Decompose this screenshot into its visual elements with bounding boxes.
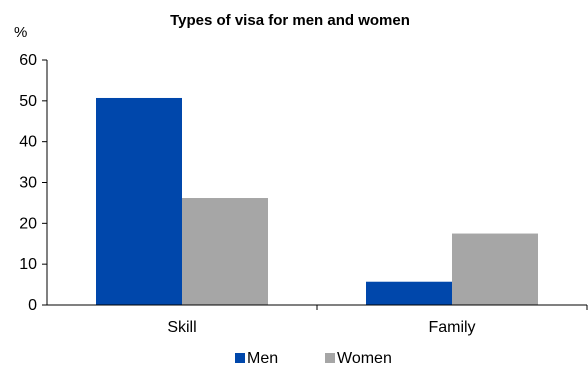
legend-label-women: Women	[337, 350, 392, 367]
x-axis-ticks	[316, 305, 588, 310]
legend-swatch-men	[235, 353, 245, 363]
category-label: Skill	[167, 319, 196, 336]
y-tick-label: 0	[28, 297, 37, 314]
legend-label-men: Men	[247, 350, 278, 367]
category-label: Family	[428, 319, 475, 336]
y-tick-label: 20	[19, 215, 37, 232]
category-labels: Skill Family	[167, 319, 475, 336]
legend: Men Women	[235, 350, 392, 367]
chart-title: Types of visa for men and women	[170, 12, 410, 29]
y-tick-label: 60	[19, 52, 37, 69]
y-axis-unit: %	[14, 24, 27, 41]
y-tick-label: 30	[19, 175, 37, 192]
bar-women-family	[452, 233, 538, 305]
legend-swatch-women	[325, 353, 335, 363]
y-tick-label: 40	[19, 134, 37, 151]
bar-women-skill	[182, 198, 268, 305]
y-tick-label: 50	[19, 93, 37, 110]
bars	[96, 97, 538, 305]
y-axis-ticks: 0 10 20 30 40 50 60	[19, 52, 47, 314]
y-tick-label: 10	[19, 256, 37, 273]
bar-men-skill	[96, 97, 182, 305]
bar-men-family	[366, 281, 452, 305]
